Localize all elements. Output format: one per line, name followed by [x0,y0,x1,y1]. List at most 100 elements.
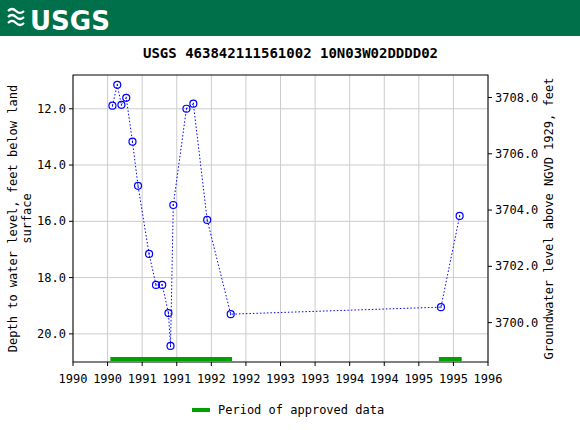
point-center [459,215,460,217]
point-center [117,84,118,86]
x-tick-label: 1991 [128,372,157,386]
data-point [118,101,125,108]
point-center [207,219,208,221]
plot-area [109,81,463,359]
x-tick-label: 1994 [370,372,399,386]
y2-tick-label: 3708.0 [495,91,538,105]
y-axis-label: surface [20,193,34,244]
y-tick-label: 20.0 [37,327,66,341]
point-center [156,284,157,286]
legend-label: Period of approved data [218,403,384,417]
logo: USGS [8,6,110,36]
data-point [204,216,211,223]
data-point [190,100,197,107]
point-center [168,312,169,314]
y-tick-label: 14.0 [37,158,66,172]
x-tick [315,362,316,366]
point-center [440,306,441,308]
data-point [437,304,444,311]
grid-line [176,75,177,362]
point-center [149,253,150,255]
plot-frame [73,75,488,362]
grid-line [73,165,488,166]
y-tick [69,221,73,222]
grid-line [107,75,108,362]
y-tick-label: 12.0 [37,102,66,116]
point-center [162,284,163,286]
title: USGS 463842111561002 10N03W02DDDD02 [143,45,438,61]
data-point [135,182,142,189]
y-tick-label: 16.0 [37,214,66,228]
y2-tick [488,153,492,154]
point-center [230,313,231,315]
logo-wave [8,9,24,13]
point-center [121,104,122,106]
data-point [167,342,174,349]
x-tick [384,362,385,366]
grid-line [315,75,316,362]
data-point [146,250,153,257]
y-tick [69,108,73,109]
x-tick-label: 1995 [439,372,468,386]
data-point [165,310,172,317]
x-tick-label: 1995 [404,372,433,386]
y2-tick [488,266,492,267]
x-tick-label: 1996 [474,372,503,386]
y-tick [69,165,73,166]
x-tick-label: 1993 [301,372,330,386]
data-point [456,212,463,219]
x-tick [107,362,108,366]
point-center [173,204,174,206]
y-tick-label: 18.0 [37,271,66,285]
y-tick [69,333,73,334]
banner [0,0,580,36]
x-tick-label: 1990 [93,372,122,386]
grid-line [73,277,488,278]
grid-line [418,75,419,362]
point-center [186,108,187,110]
x-tick [142,362,143,366]
x-tick [349,362,350,366]
grid-line [73,333,488,334]
grid-line [384,75,385,362]
grid-line [349,75,350,362]
x-tick [73,362,74,366]
data-point [114,81,121,88]
grid-line [142,75,143,362]
x-tick-label: 1993 [266,372,295,386]
x-tick-label: 1992 [197,372,226,386]
point-center [170,345,171,347]
x-tick-label: 1990 [59,372,88,386]
grid-line [245,75,246,362]
x-tick [176,362,177,366]
point-center [112,105,113,107]
x-tick [488,362,489,366]
y2-tick-label: 3704.0 [495,203,538,217]
logo-text: USGS [30,6,110,36]
data-point [227,311,234,318]
y-tick [69,277,73,278]
point-center [193,103,194,105]
y2-tick-label: 3706.0 [495,147,538,161]
x-tick [280,362,281,366]
y2-tick [488,97,492,98]
data-point [170,201,177,208]
y2-tick [488,322,492,323]
legend: Period of approved data [192,403,384,417]
approved-period [439,357,462,361]
grid-line [280,75,281,362]
chart: USGS USGS 463842111561002 10N03W02DDDD02 1… [0,0,580,430]
data-point [183,105,190,112]
legend-swatch [192,408,210,412]
data-point [159,281,166,288]
logo-wave [8,15,24,19]
x-tick-label: 1991 [162,372,191,386]
approved-period [110,357,232,361]
data-point [109,102,116,109]
grid-line [73,108,488,109]
logo-wave [8,21,24,25]
data-point [123,94,130,101]
x-tick-label: 1994 [335,372,364,386]
x-tick [245,362,246,366]
series-line [112,85,459,346]
